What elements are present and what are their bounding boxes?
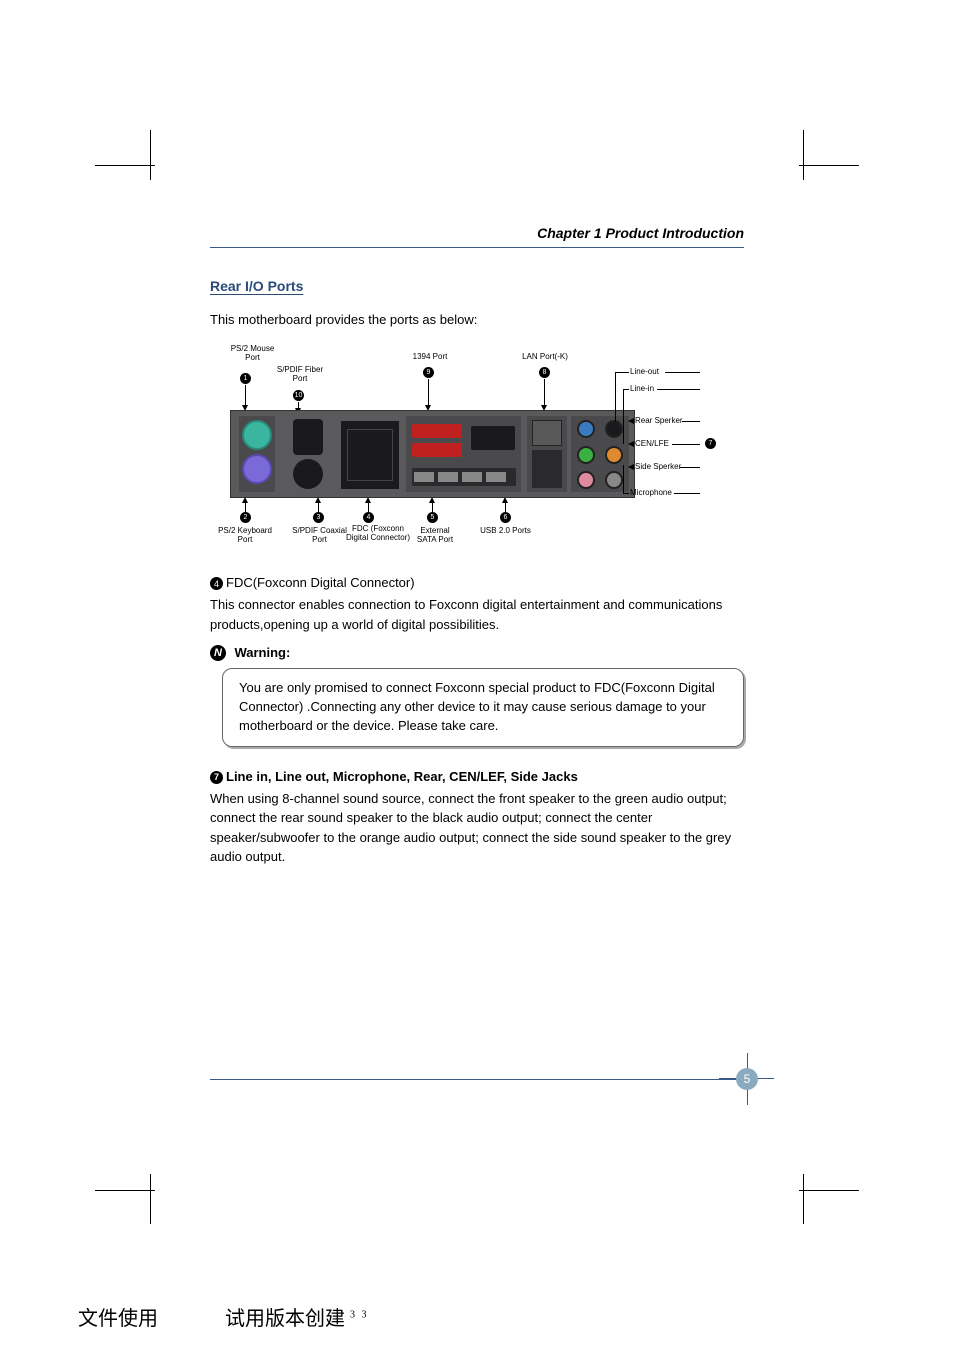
lan-block [527,416,567,492]
arrow [672,444,700,445]
crop-mark [95,165,155,166]
arrow [674,493,700,494]
crop-mark [95,1190,155,1191]
arrow [615,372,616,422]
chapter-title: Chapter 1 Product Introduction [210,225,744,248]
arrow-head [628,464,634,470]
ps2-mouse-port [242,420,272,450]
callout-2: 2 [240,512,251,523]
warning-box: You are only promised to connect Foxconn… [222,668,744,747]
crop-mark [799,1190,859,1191]
audio-description: When using 8-channel sound source, conne… [210,789,744,867]
label-fdc: FDC (Foxconn Digital Connector) [343,525,413,543]
warning-heading: N Warning: [210,644,744,662]
usb-ports [412,468,516,486]
label-esata: External SATA Port [410,527,460,545]
label-mic: Microphone [630,489,672,498]
label-spdif-fiber: S/PDIF Fiber Port [275,366,325,384]
arrow-head [242,497,248,503]
callout-7: 7 [705,438,716,449]
jack-side [605,471,623,489]
callout-1: 1 [240,373,251,384]
lan-usb [532,450,562,488]
arrow [623,493,629,494]
port-1394 [412,424,462,438]
label-ps2kbd: PS/2 Keyboard Port [215,527,275,545]
intro-text: This motherboard provides the ports as b… [210,312,744,327]
callout-10: 10 [293,390,304,401]
page-number: 5 [736,1068,758,1090]
footer-text-2: 试用版本创建 3 3 [225,1302,369,1331]
arrow-head [502,497,508,503]
arrow [623,465,624,493]
section-title: Rear I/O Ports [210,278,744,294]
arrow [657,389,700,390]
callout-8: 8 [539,367,550,378]
label-usb: USB 2.0 Ports [478,527,533,536]
footer-rule [210,1079,744,1080]
label-spdif-coax: S/PDIF Coaxial Port [292,527,347,545]
fdc-title: FDC(Foxconn Digital Connector) [226,575,415,590]
port-1394 [412,443,462,457]
label-side: Side Sperker [635,463,681,472]
spdif-block [279,416,337,492]
callout-9: 9 [423,367,434,378]
fdc-slot [341,421,399,489]
arrow [682,421,700,422]
callout-num-icon: 7 [210,771,223,784]
arrow [680,467,700,468]
footer-superscript: 3 3 [350,1309,369,1320]
footer-text-1: 文件使用 [78,1302,158,1331]
jack-lineout [577,446,595,464]
label-rear: Rear Sperker [635,417,683,426]
arrow-head [365,497,371,503]
jack-mic [577,471,595,489]
label-lineout: Line-out [630,368,659,377]
audio-title: Line in, Line out, Microphone, Rear, CEN… [226,769,578,784]
arrow [665,372,700,373]
callout-5: 5 [427,512,438,523]
arrow-head [429,497,435,503]
arrow-head [628,418,634,424]
audio-heading: 7Line in, Line out, Microphone, Rear, CE… [210,769,744,784]
crop-mark [799,165,859,166]
label-cenlfe: CEN/LFE [635,440,669,449]
fdc-heading: 4FDC(Foxconn Digital Connector) [210,575,744,590]
ps2-keyboard-port [242,454,272,484]
label-1394: 1394 Port [405,353,455,362]
callout-4: 4 [363,512,374,523]
ports-block [406,416,521,492]
warning-icon: N [210,645,226,661]
page-content: Chapter 1 Product Introduction Rear I/O … [150,165,804,1190]
ps2-block [239,416,275,492]
esata-port [471,426,515,450]
callout-num-icon: 4 [210,577,223,590]
callout-3: 3 [313,512,324,523]
spdif-fiber-port [293,419,323,455]
arrow [615,372,629,373]
lan-port [532,420,562,446]
label-linein: Line-in [630,385,654,394]
io-diagram: PS/2 Mouse Port 1 S/PDIF Fiber Port 10 1… [210,345,725,560]
arrow-head [628,441,634,447]
footer-text-2-label: 试用版本创建 [225,1308,345,1330]
label-lan: LAN Port(-K) [515,353,575,362]
arrow-head [315,497,321,503]
fdc-description: This connector enables connection to Fox… [210,595,744,634]
jack-cenlfe [605,446,623,464]
arrow [623,389,624,444]
jack-rear [605,420,623,438]
jack-linein [577,420,595,438]
io-panel [230,410,635,498]
audio-block [571,416,629,492]
warning-label: Warning: [234,645,290,660]
spdif-coax-port [293,459,323,489]
callout-6: 6 [500,512,511,523]
label-ps2mouse: PS/2 Mouse Port [225,345,280,363]
